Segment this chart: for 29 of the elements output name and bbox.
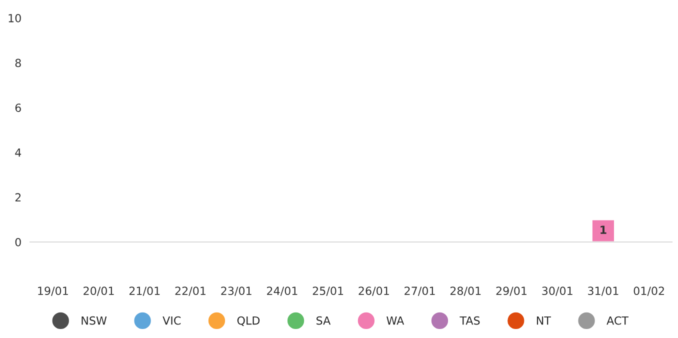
x-tick-label: 01/02 xyxy=(634,286,664,296)
legend-label: NT xyxy=(536,316,551,325)
legend-label: ACT xyxy=(606,316,629,325)
y-tick-label: 8 xyxy=(15,58,21,68)
legend-label: WA xyxy=(386,316,404,325)
x-tick-label: 24/01 xyxy=(267,286,298,296)
x-tick-label: 29/01 xyxy=(496,286,526,296)
y-tick-label: 6 xyxy=(15,104,21,112)
y-tick-label: 10 xyxy=(8,14,21,22)
x-tick-label: 20/01 xyxy=(84,286,114,296)
x-tick-label: 31/01 xyxy=(588,286,618,296)
legend-label: SA xyxy=(316,316,331,325)
x-tick-label: 30/01 xyxy=(542,286,572,296)
x-tick-label: 25/01 xyxy=(312,286,344,296)
x-tick-label: 22/01 xyxy=(175,286,206,296)
x-tick-label: 27/01 xyxy=(404,286,435,296)
legend-label: QLD xyxy=(237,316,260,326)
x-tick-label: 23/01 xyxy=(221,286,252,296)
legend-label: VIC xyxy=(162,316,181,325)
y-tick-label: 0 xyxy=(15,238,21,246)
x-tick-label: 28/01 xyxy=(450,286,481,296)
legend-label: TAS xyxy=(460,316,480,325)
legend-label: NSW xyxy=(82,316,107,325)
y-tick-label: 4 xyxy=(15,148,22,157)
x-tick-label: 21/01 xyxy=(129,286,160,296)
data-label: 1 xyxy=(600,226,606,234)
x-tick-label: 26/01 xyxy=(358,286,389,296)
y-tick-label: 2 xyxy=(15,193,21,202)
x-tick-label: 19/01 xyxy=(38,286,68,296)
